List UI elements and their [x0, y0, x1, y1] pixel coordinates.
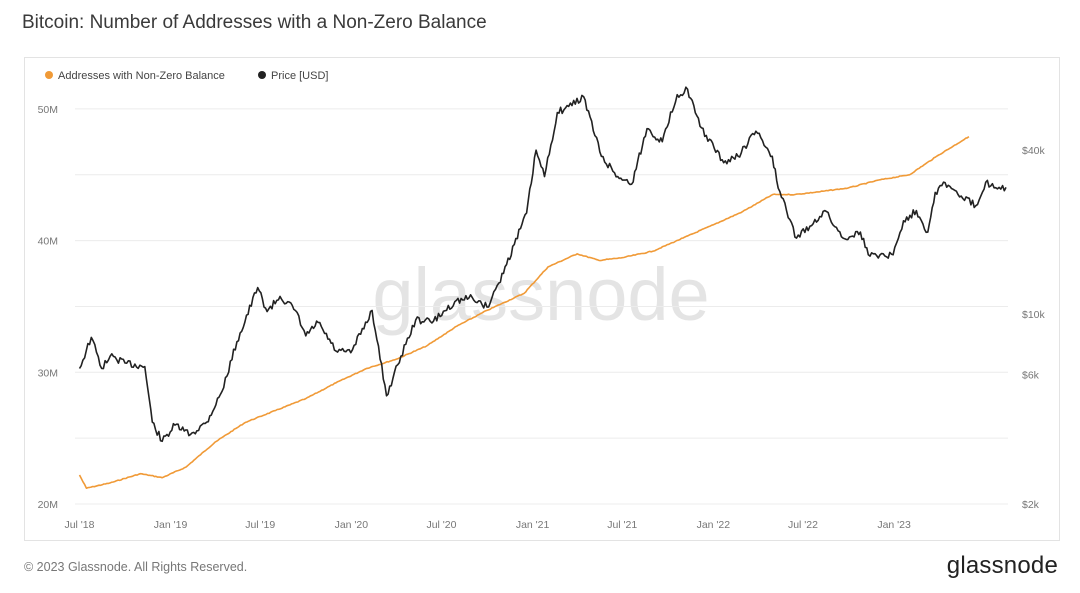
- x-tick-label: Jan '20: [335, 519, 369, 531]
- x-tick-label: Jul '19: [245, 519, 275, 531]
- y-right-tick-label: $40k: [1022, 145, 1046, 157]
- watermark: glassnode: [372, 253, 709, 336]
- x-tick-label: Jan '23: [877, 519, 911, 531]
- copyright-text: © 2023 Glassnode. All Rights Reserved.: [24, 560, 248, 574]
- x-tick-label: Jan '22: [697, 519, 731, 531]
- y-left-tick-label: 20M: [38, 499, 58, 511]
- y-right-tick-label: $10k: [1022, 309, 1046, 321]
- legend-label-addresses: Addresses with Non-Zero Balance: [58, 70, 225, 82]
- y-right-tick-label: $2k: [1022, 499, 1040, 511]
- x-tick-label: Jul '20: [426, 519, 456, 531]
- x-tick-label: Jul '22: [788, 519, 818, 531]
- legend-dot-addresses: [45, 71, 53, 79]
- legend-label-price: Price [USD]: [271, 70, 328, 82]
- y-left-tick-label: 30M: [38, 367, 58, 379]
- axes: 20M 30M 40M 50M $2k $6k $10k $40k Jul '18 Jan '19…: [38, 86, 1046, 531]
- chart-title: Bitcoin: Number of Addresses with a Non-…: [22, 12, 487, 33]
- price-line: [78, 86, 1007, 443]
- legend: Addresses with Non-Zero Balance Price [US…: [45, 70, 328, 82]
- addresses-line: [78, 135, 970, 489]
- y-left-tick-label: 40M: [38, 236, 58, 248]
- x-tick-label: Jul '18: [64, 519, 94, 531]
- grid: [75, 108, 1008, 505]
- x-tick-label: Jan '19: [154, 519, 188, 531]
- chart-panel: glassnode 20M 30M 40M 50M $2k $6k $10k $40k Jul …: [24, 57, 1060, 541]
- x-tick-label: Jul '21: [607, 519, 637, 531]
- y-right-tick-label: $6k: [1022, 369, 1040, 381]
- chart-svg: glassnode 20M 30M 40M 50M $2k $6k $10k $40k Jul …: [38, 70, 1046, 531]
- brand-logo: glassnode: [946, 552, 1058, 579]
- legend-dot-price: [258, 71, 266, 79]
- y-left-tick-label: 50M: [38, 104, 58, 116]
- series-layer: [78, 86, 1007, 489]
- x-tick-label: Jan '21: [516, 519, 550, 531]
